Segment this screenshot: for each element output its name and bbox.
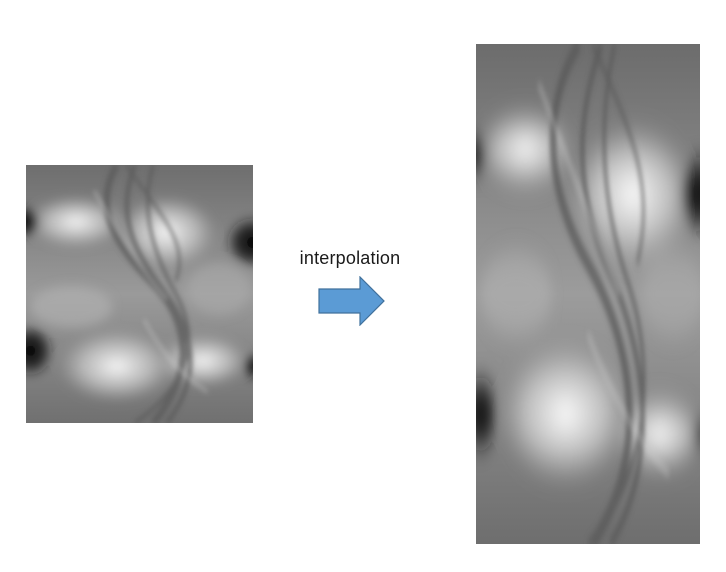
interpolation-label: interpolation [299,248,401,268]
right-arrow-icon [318,275,386,327]
interpolated-sinogram-image [476,44,700,544]
original-sinogram-image [26,165,253,423]
